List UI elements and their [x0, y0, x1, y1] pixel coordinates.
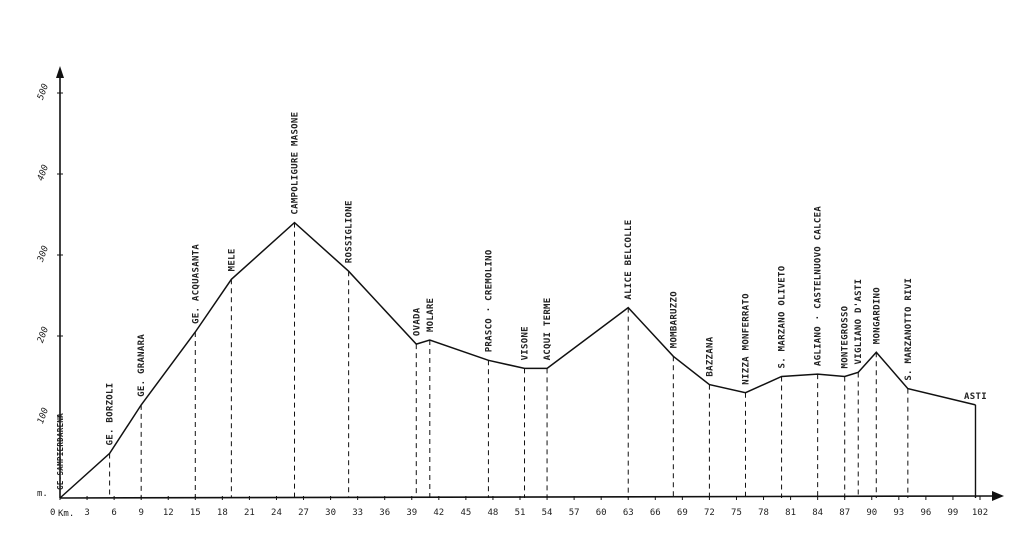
station-label: AGLIANO · CASTELNUOVO CALCEA: [814, 206, 824, 366]
station-label: S. MARZANOTTO RIVI: [904, 278, 914, 381]
x-tick-label: 30: [325, 508, 336, 518]
station-label: CAMPOLIGURE MASONE: [291, 112, 301, 215]
x-tick-label: 96: [920, 508, 931, 518]
x-tick-label: 36: [379, 508, 390, 518]
x-tick-label: 21: [244, 508, 255, 518]
x-tick-label: 3: [84, 508, 89, 518]
station-label: ASTI: [964, 392, 987, 402]
x-axis-label: Km.: [58, 509, 74, 519]
y-tick-label: 200: [36, 326, 51, 345]
station-label: NIZZA MONFERRATO: [741, 293, 751, 385]
station-label: OVADA: [412, 307, 422, 336]
station-label: GE·SAMPIERDARENA: [56, 413, 65, 490]
station-label: MOLARE: [426, 298, 436, 332]
station-label: MOMBARUZZO: [669, 291, 679, 348]
x-axis-arrow: [992, 491, 1004, 501]
station-label: ACQUI TERME: [543, 297, 553, 360]
station-label: GE. GRANARA: [137, 334, 147, 397]
station-label: MONTEGROSSO: [841, 305, 851, 368]
y-tick-label: 400: [36, 164, 51, 183]
x-tick-label: 87: [839, 508, 850, 518]
station-label: S. MARZANO OLIVETO: [778, 265, 788, 368]
x-tick-label: 69: [677, 508, 688, 518]
y-ticks: 100 200 300 400 500: [36, 83, 63, 426]
y-tick-label: 500: [36, 83, 51, 102]
station-label: VIGLIANO D'ASTI: [854, 279, 864, 365]
x-tick-label: 75: [731, 508, 742, 518]
x-tick-label: 48: [488, 508, 499, 518]
x-tick-label: 12: [163, 508, 174, 518]
x-tick-label: 102: [972, 508, 988, 518]
x-tick-label: 84: [812, 508, 823, 518]
station-label: BAZZANA: [705, 336, 715, 376]
x-tick-label: 72: [704, 508, 715, 518]
elevation-profile-line: [59, 221, 976, 499]
station-labels: GE·SAMPIERDARENA GE. BORZOLI GE. GRANARA GE…: [56, 112, 987, 490]
x-axis: [59, 495, 997, 499]
station-droplines: [109, 222, 977, 498]
x-tick-label: 66: [650, 508, 661, 518]
x-tick-label: 90: [866, 508, 877, 518]
x-tick-label: 39: [406, 508, 417, 518]
y-tick-label: 100: [36, 407, 51, 426]
x-tick-label: 6: [111, 508, 116, 518]
x-tick-label: 33: [352, 508, 363, 518]
x-ticks: 0 3 6 9 12 15 18 21 24 27 30 33 36 39 42 45 48 51 54 57 60 63…: [50, 496, 988, 518]
x-tick-label: 81: [785, 508, 796, 518]
y-axis-arrow: [56, 66, 64, 78]
x-tick-label: 27: [298, 508, 309, 518]
x-tick-label: 93: [893, 508, 904, 518]
x-tick-label: 57: [569, 508, 580, 518]
station-label: PRASCO · CREMOLINO: [484, 249, 494, 352]
station-label: MONGARDINO: [872, 287, 882, 344]
x-tick-label: 99: [948, 508, 959, 518]
station-label: GE. ACQUASANTA: [191, 244, 201, 324]
x-tick-label: 63: [623, 508, 634, 518]
x-tick-label: 60: [596, 508, 607, 518]
x-tick-label: 0: [50, 508, 55, 518]
station-label: ROSSIGLIONE: [345, 200, 355, 263]
station-label: GE. BORZOLI: [106, 383, 116, 446]
x-tick-label: 15: [190, 508, 201, 518]
x-tick-label: 24: [271, 508, 282, 518]
station-label: MELE: [227, 248, 237, 271]
x-tick-label: 54: [542, 508, 553, 518]
axes: [56, 66, 1004, 501]
station-label: ALICE BELCOLLE: [624, 220, 634, 300]
station-label: VISONE: [521, 326, 531, 360]
x-tick-label: 42: [433, 508, 444, 518]
x-tick-label: 18: [217, 508, 228, 518]
y-axis-label: m.: [37, 489, 48, 499]
y-tick-label: 300: [36, 245, 51, 265]
x-tick-label: 78: [758, 508, 769, 518]
x-tick-label: 45: [460, 508, 471, 518]
x-tick-label: 9: [138, 508, 143, 518]
x-tick-label: 51: [515, 508, 526, 518]
